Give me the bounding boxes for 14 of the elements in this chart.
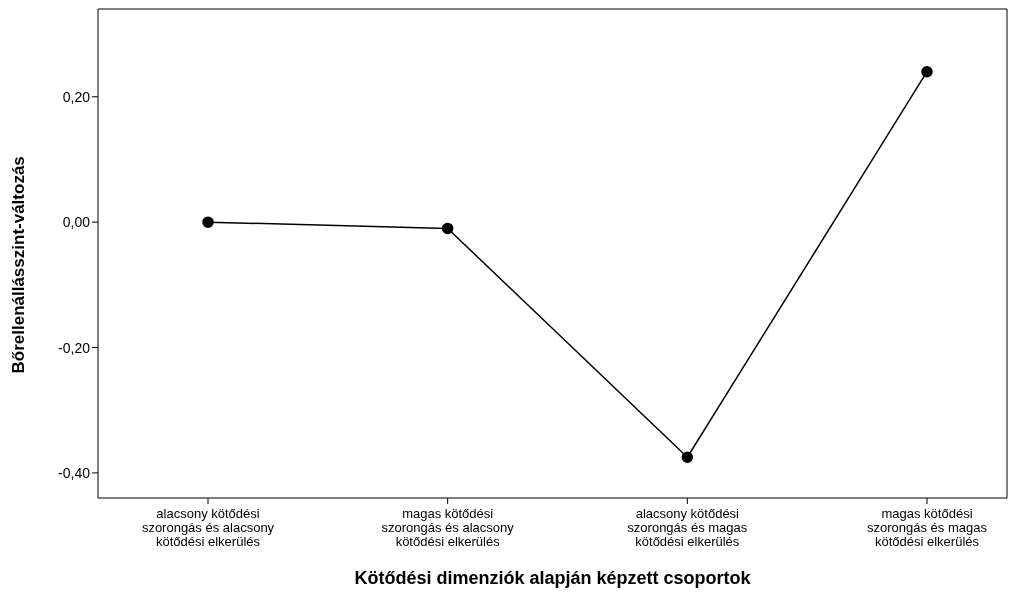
- y-tick-label: -0,20: [58, 339, 91, 356]
- y-tick-label: 0,20: [62, 88, 91, 105]
- y-tick-label: 0,00: [62, 214, 91, 231]
- x-tick-label: magas kötődési szorongás és alacsony kötődési elkerülés: [381, 506, 515, 549]
- x-tick-label: magas kötődési szorongás és magas kötődési elkerülés: [867, 506, 988, 549]
- y-tick-label: -0,40: [58, 464, 91, 481]
- x-tick-label: alacsony kötődési szorongás és magas kötődési elkerülés: [627, 506, 748, 549]
- x-tick-label: alacsony kötődési szorongás és alacsony kötődési elkerülés: [141, 506, 275, 549]
- point: [921, 65, 933, 78]
- point: [681, 451, 694, 463]
- x-axis-title: Kötődési dimenziók alapján képzett csoportok: [354, 568, 752, 588]
- point: [441, 222, 454, 235]
- y-axis-title: Bőrellenállásszint-változás: [9, 156, 29, 374]
- point: [202, 216, 214, 228]
